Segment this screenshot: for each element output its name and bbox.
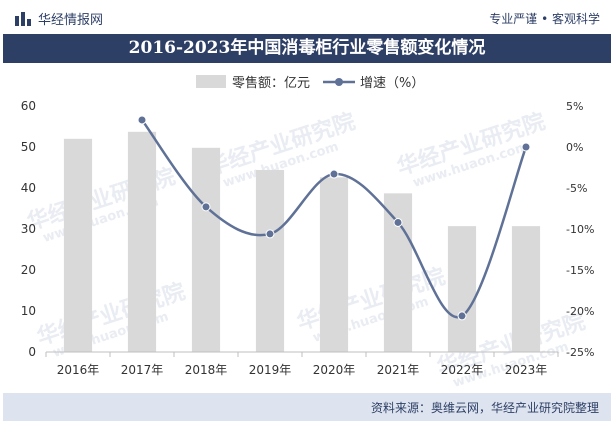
left-tick-label: 50 bbox=[21, 140, 36, 154]
left-tick-label: 0 bbox=[28, 345, 36, 359]
chart-title: 2016-2023年中国消毒柜行业零售额变化情况 bbox=[128, 38, 486, 58]
x-tick-label: 2019年 bbox=[249, 363, 292, 377]
left-tick-label: 20 bbox=[21, 263, 36, 277]
slogan: 专业严谨 • 客观科学 bbox=[489, 12, 600, 26]
growth-line-series bbox=[137, 115, 531, 321]
growth-point-7 bbox=[521, 142, 531, 152]
title-bar: 2016-2023年中国消毒柜行业零售额变化情况 bbox=[3, 34, 611, 63]
right-tick-label: 0% bbox=[566, 141, 583, 154]
top-bar: 华经情报网 专业严谨 • 客观科学 bbox=[0, 0, 614, 34]
brand-logo-icon bbox=[15, 11, 31, 26]
right-tick-label: -10% bbox=[566, 223, 594, 236]
bar-0 bbox=[63, 138, 93, 352]
growth-point-4 bbox=[329, 169, 339, 179]
legend-marker bbox=[335, 78, 343, 86]
bar-4 bbox=[319, 177, 349, 352]
brand: 华经情报网 bbox=[14, 9, 103, 28]
source-note: 资料来源：奥维云网，华经产业研究院整理 bbox=[370, 401, 599, 415]
bar-1 bbox=[127, 131, 157, 352]
growth-point-1 bbox=[137, 115, 147, 125]
brand-name: 华经情报网 bbox=[38, 13, 104, 28]
growth-point-2 bbox=[201, 202, 211, 212]
left-tick-label: 30 bbox=[21, 222, 36, 236]
right-tick-label: -25% bbox=[566, 346, 594, 359]
right-tick-label: -5% bbox=[566, 182, 587, 195]
bar-3 bbox=[255, 169, 285, 352]
legend: 零售额：亿元 增速（%） bbox=[196, 75, 424, 91]
bar-5 bbox=[383, 193, 413, 352]
left-tick-label: 40 bbox=[21, 181, 36, 195]
x-axis-ticks: 2016年 2017年 2018年 2019年 2020年 2021年 2022年 2023年 bbox=[57, 363, 548, 377]
footer-bar: 资料来源：奥维云网，华经产业研究院整理 bbox=[3, 393, 611, 421]
legend-label-bar: 零售额：亿元 bbox=[232, 75, 310, 91]
left-axis-ticks: 0 10 20 30 40 50 60 bbox=[21, 99, 36, 359]
x-tick-label: 2023年 bbox=[505, 363, 548, 377]
right-tick-label: -15% bbox=[566, 264, 594, 277]
x-tick-label: 2022年 bbox=[441, 363, 484, 377]
x-tick-label: 2021年 bbox=[377, 363, 420, 377]
bar-2 bbox=[191, 147, 221, 352]
bar-7 bbox=[511, 226, 541, 352]
left-tick-label: 10 bbox=[21, 304, 36, 318]
growth-point-3 bbox=[265, 229, 275, 239]
x-tick-label: 2017年 bbox=[121, 363, 164, 377]
x-tick-label: 2018年 bbox=[185, 363, 228, 377]
x-tick-label: 2020年 bbox=[313, 363, 356, 377]
growth-point-6 bbox=[457, 311, 467, 321]
left-tick-label: 60 bbox=[21, 99, 36, 113]
right-tick-label: -20% bbox=[566, 305, 594, 318]
bar-6 bbox=[447, 226, 477, 352]
right-axis-ticks: -25% -20% -15% -10% -5% 0% 5% bbox=[566, 100, 594, 359]
legend-swatch-bar bbox=[196, 75, 226, 88]
x-axis bbox=[45, 351, 559, 357]
x-tick-label: 2016年 bbox=[57, 363, 100, 377]
right-tick-label: 5% bbox=[566, 100, 583, 113]
legend-label-line: 增速（%） bbox=[360, 76, 424, 91]
growth-point-5 bbox=[393, 217, 403, 227]
